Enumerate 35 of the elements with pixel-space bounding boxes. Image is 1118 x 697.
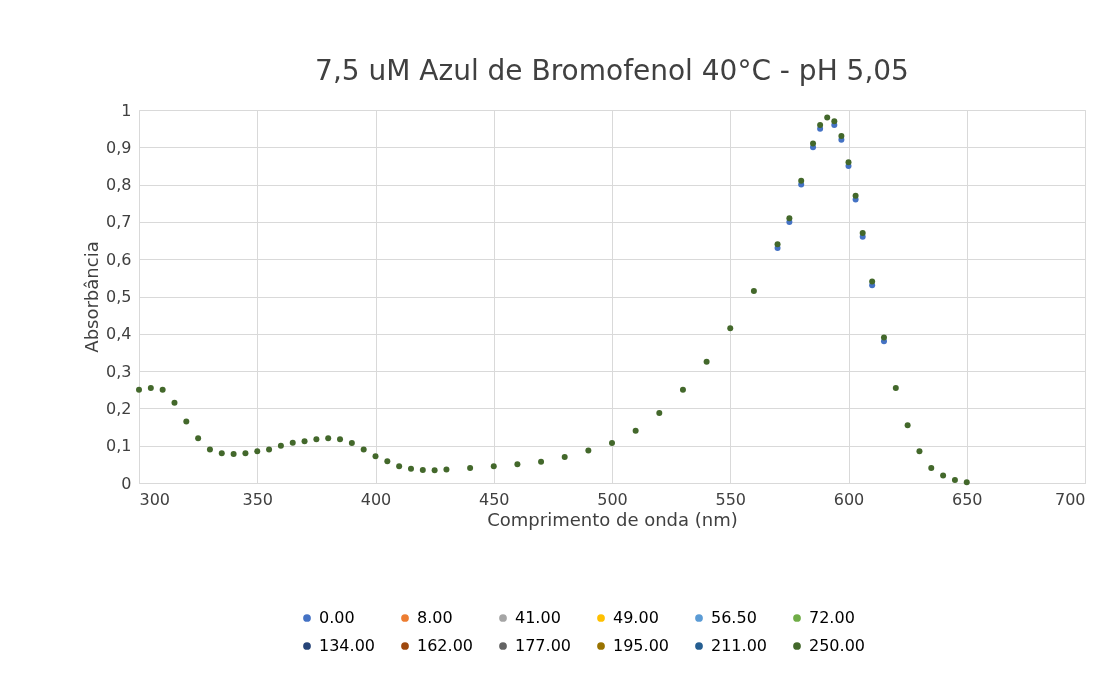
legend-label: 134.00 [319,636,375,655]
y-tick-label: 0,3 [106,361,132,381]
legend-label: 56.50 [711,608,757,627]
x-tick-label: 650 [951,489,983,509]
x-tick-label: 450 [478,489,510,509]
legend-label: 177.00 [515,636,571,655]
chart-title: 7,5 uM Azul de Bromofenol 40°C - pH 5,05 [315,54,909,87]
legend-label: 0.00 [319,608,355,627]
y-axis-title: Absorbância [81,241,103,353]
x-tick-label: 500 [597,489,628,509]
y-tick-label: 0,5 [106,287,132,306]
x-tick-label: 300 [139,489,171,509]
y-tick-label: 1 [121,100,132,120]
legend-label: 211.00 [711,636,767,655]
y-tick-label: 0,2 [106,398,132,418]
y-tick-label: 0 [121,473,132,493]
y-tick-label: 0,8 [106,175,132,195]
legend-label: 8.00 [417,608,453,627]
y-tick-label: 0,6 [106,249,132,269]
y-tick-label: 0,7 [106,212,132,232]
x-tick-label: 400 [360,489,392,509]
legend-label: 250.00 [809,636,865,655]
legend-label: 162.00 [417,636,473,655]
x-tick-label: 350 [242,489,274,509]
x-tick-label: 700 [1054,489,1086,509]
x-axis-title: Comprimento de onda (nm) [487,508,738,530]
y-tick-label: 0,1 [106,436,132,456]
x-tick-label: 550 [715,489,747,509]
x-tick-label: 600 [833,489,865,509]
legend-label: 195.00 [613,636,669,655]
legend-label: 41.00 [515,608,561,627]
legend-label: 72.00 [809,608,855,627]
y-tick-label: 0,9 [106,137,132,157]
y-tick-label: 0,4 [106,324,132,344]
legend-label: 49.00 [613,608,659,627]
